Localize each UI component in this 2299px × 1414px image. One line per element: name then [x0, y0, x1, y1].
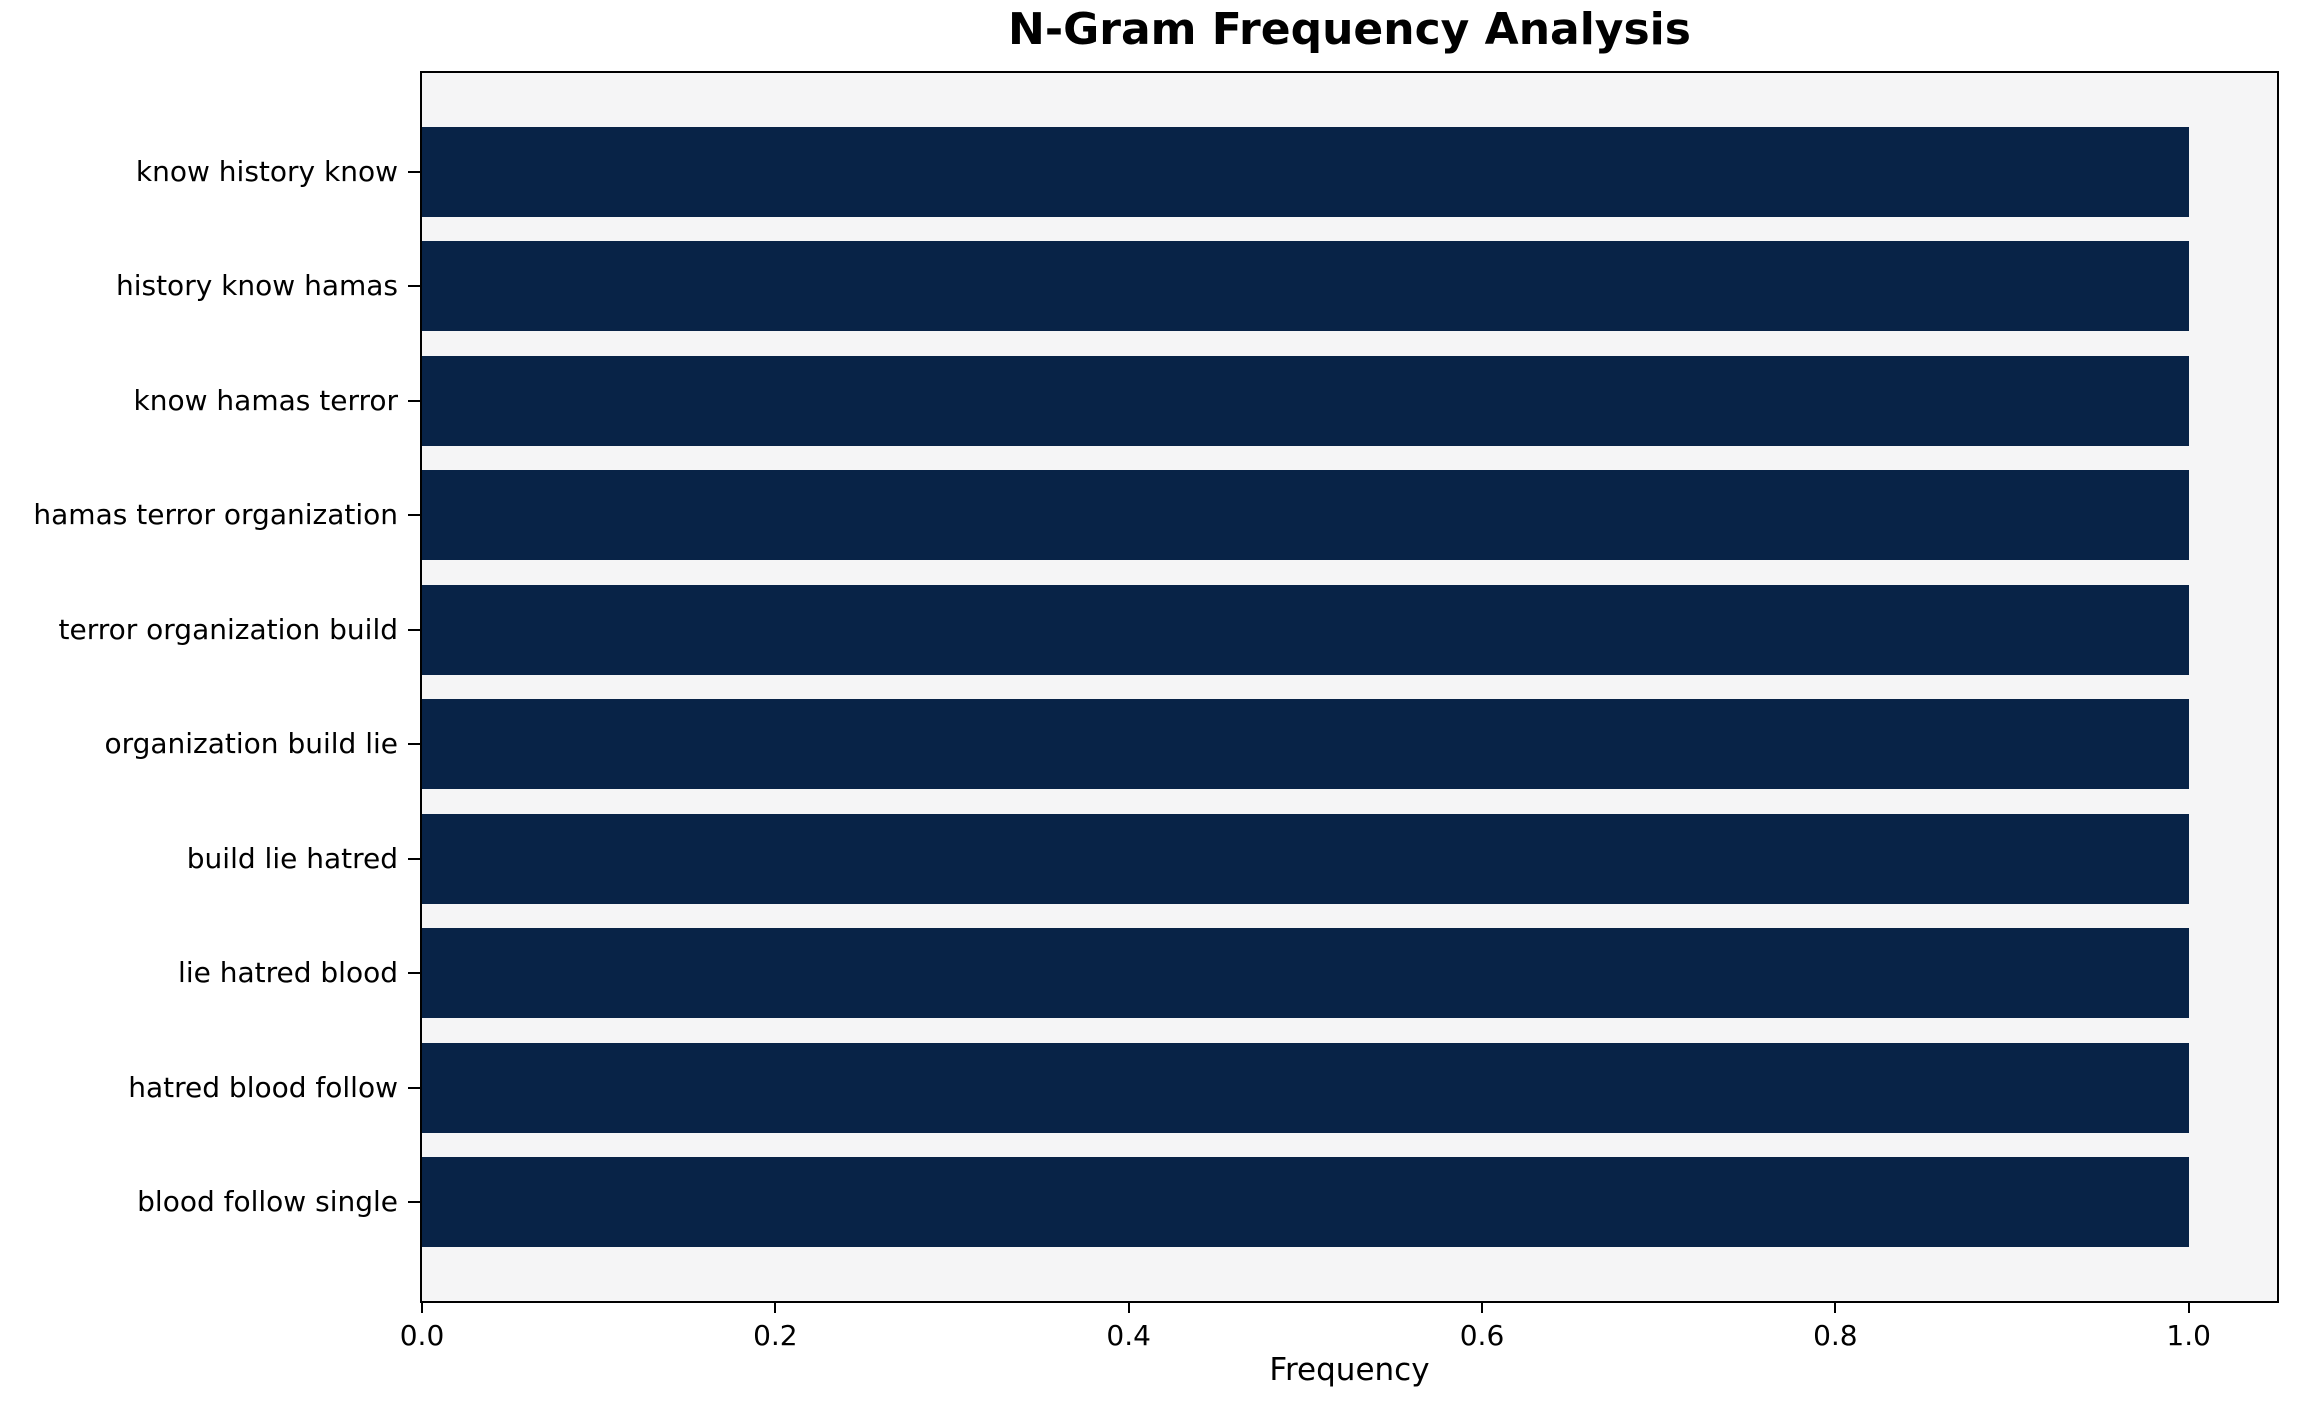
bar	[422, 470, 2189, 561]
x-tick-mark	[1481, 1303, 1483, 1313]
plot-area	[420, 71, 2279, 1303]
y-tick-mark	[408, 1086, 420, 1089]
y-tick-label: blood follow single	[137, 1185, 398, 1218]
y-tick-label: know history know	[135, 155, 398, 188]
y-tick-label: organization build lie	[104, 727, 398, 761]
x-tick-label: 0.0	[399, 1319, 445, 1352]
y-tick-mark	[408, 399, 420, 402]
chart-title: N-Gram Frequency Analysis	[1008, 4, 1691, 55]
x-tick-mark	[421, 1303, 423, 1313]
y-tick-mark	[408, 743, 420, 746]
y-tick-mark	[408, 628, 420, 631]
bar	[422, 127, 2189, 217]
bar	[422, 241, 2189, 332]
y-tick-label: hatred blood follow	[128, 1070, 398, 1104]
bar	[422, 1042, 2189, 1133]
y-tick-mark	[408, 972, 420, 975]
x-tick-label: 0.4	[1106, 1319, 1151, 1352]
x-tick-mark	[1834, 1303, 1837, 1313]
x-tick-label: 1.0	[2166, 1319, 2211, 1352]
x-tick-label: 0.2	[753, 1319, 798, 1352]
bar	[422, 928, 2189, 1019]
y-tick-mark	[408, 1201, 420, 1203]
x-axis-label: Frequency	[1269, 1352, 1430, 1388]
y-tick-mark	[408, 514, 420, 517]
y-tick-mark	[408, 171, 420, 173]
y-tick-label: hamas terror organization	[33, 498, 398, 532]
y-tick-mark	[408, 285, 420, 288]
x-tick-mark	[2187, 1303, 2190, 1313]
bar	[422, 584, 2189, 675]
x-tick-label: 0.6	[1459, 1319, 1505, 1352]
y-tick-label: lie hatred blood	[178, 956, 398, 990]
y-tick-label: build lie hatred	[186, 841, 398, 875]
y-tick-label: terror organization build	[58, 612, 398, 646]
y-tick-label: history know hamas	[115, 269, 398, 303]
bar	[422, 1157, 2189, 1247]
y-tick-label: know hamas terror	[133, 383, 398, 417]
x-tick-label: 0.8	[1813, 1319, 1858, 1352]
bar	[422, 813, 2189, 904]
y-tick-mark	[408, 857, 420, 860]
x-tick-mark	[774, 1303, 777, 1313]
bar	[422, 355, 2189, 446]
bar	[422, 699, 2189, 790]
x-tick-mark	[1127, 1303, 1130, 1313]
